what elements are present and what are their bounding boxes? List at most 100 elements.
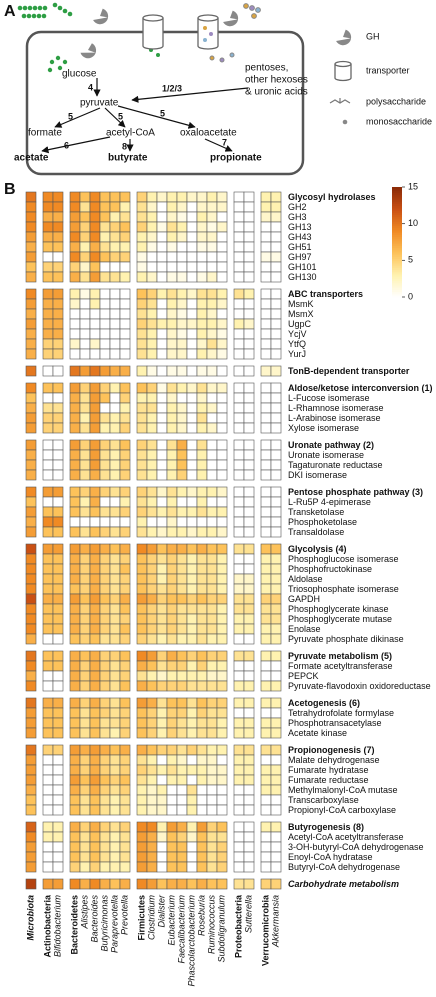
- heat-cell: [25, 449, 37, 461]
- row-group-label: Acetogenesis (6): [288, 698, 360, 708]
- heat-cell: [186, 231, 198, 243]
- heat-cell: [69, 804, 81, 816]
- heat-cell: [42, 496, 54, 508]
- heat-cell: [69, 583, 81, 595]
- heat-cell: [206, 221, 218, 233]
- heat-cell: [109, 764, 121, 776]
- heat-cell: [25, 754, 37, 766]
- heat-cell: [176, 784, 188, 796]
- heat-cell: [79, 261, 91, 273]
- heat-cell: [136, 707, 148, 719]
- heat-cell: [25, 670, 37, 682]
- heat-cell: [136, 841, 148, 853]
- heat-cell: [206, 348, 218, 360]
- heat-cell: [216, 660, 228, 672]
- heat-cell: [146, 348, 158, 360]
- heat-cell: [146, 603, 158, 615]
- heat-cell: [119, 261, 131, 273]
- heat-cell: [243, 288, 255, 300]
- heat-cell: [136, 851, 148, 863]
- colorbar-segment: [392, 209, 402, 212]
- heat-cell: [69, 516, 81, 528]
- row-label: GH2: [288, 202, 307, 212]
- heat-cell: [186, 623, 198, 635]
- heat-cell: [166, 727, 178, 739]
- heat-cell: [25, 821, 37, 833]
- heat-cell: [146, 878, 158, 890]
- heat-cell: [42, 422, 54, 434]
- heat-cell: [52, 271, 64, 283]
- heat-cell: [206, 328, 218, 340]
- colorbar-segment: [392, 251, 402, 254]
- heat-cell: [52, 670, 64, 682]
- heat-cell: [243, 261, 255, 273]
- heat-cell: [156, 516, 168, 528]
- heat-cell: [216, 804, 228, 816]
- heat-cell: [270, 191, 282, 203]
- heat-cell: [25, 348, 37, 360]
- heat-cell: [233, 261, 245, 273]
- heat-cell: [243, 338, 255, 350]
- colorbar-segment: [392, 258, 402, 261]
- heat-cell: [216, 261, 228, 273]
- column-label: Dialister: [156, 894, 166, 928]
- heat-cell: [270, 774, 282, 786]
- row-group-label: ABC transporters: [288, 289, 363, 299]
- heat-cell: [146, 449, 158, 461]
- heat-cell: [136, 382, 148, 394]
- heat-cell: [206, 633, 218, 645]
- step-label: 8: [122, 141, 127, 151]
- row-label: Formate acetyltransferase: [288, 661, 393, 671]
- heat-cell: [156, 221, 168, 233]
- heat-cell: [243, 449, 255, 461]
- heat-cell: [243, 633, 255, 645]
- heat-cell: [216, 201, 228, 213]
- heat-cell: [146, 506, 158, 518]
- heat-cell: [196, 707, 208, 719]
- heat-cell: [156, 402, 168, 414]
- heat-cell: [89, 697, 101, 709]
- heat-cell: [206, 821, 218, 833]
- heat-cell: [206, 191, 218, 203]
- heat-cell: [176, 201, 188, 213]
- heat-cell: [69, 251, 81, 263]
- heat-cell: [99, 392, 111, 404]
- heat-cell: [25, 583, 37, 595]
- heat-cell: [136, 422, 148, 434]
- heat-cell: [69, 392, 81, 404]
- heat-cell: [233, 841, 245, 853]
- colorbar-segment: [392, 265, 402, 269]
- heat-cell: [216, 764, 228, 776]
- heat-cell: [233, 727, 245, 739]
- step-label: 6: [64, 140, 69, 150]
- heat-cell: [260, 774, 272, 786]
- heat-cell: [260, 851, 272, 863]
- heat-cell: [176, 402, 188, 414]
- heat-cell: [89, 593, 101, 605]
- heat-cell: [243, 382, 255, 394]
- heat-cell: [206, 201, 218, 213]
- heat-cell: [186, 469, 198, 481]
- heat-cell: [216, 794, 228, 806]
- heat-cell: [216, 563, 228, 575]
- heat-cell: [233, 613, 245, 625]
- heat-cell: [89, 784, 101, 796]
- heat-cell: [119, 754, 131, 766]
- heat-cell: [196, 506, 208, 518]
- colorbar-tick-label: 15: [408, 181, 418, 191]
- heat-cell: [52, 744, 64, 756]
- heat-cell: [79, 288, 91, 300]
- heat-cell: [196, 623, 208, 635]
- heat-cell: [233, 573, 245, 585]
- heat-cell: [79, 573, 91, 585]
- heat-cell: [99, 603, 111, 615]
- heat-cell: [119, 650, 131, 662]
- heat-cell: [166, 365, 178, 377]
- heat-cell: [89, 633, 101, 645]
- heat-cell: [243, 251, 255, 263]
- heat-cell: [25, 623, 37, 635]
- heat-cell: [99, 449, 111, 461]
- heat-cell: [136, 221, 148, 233]
- heat-cell: [186, 261, 198, 273]
- heat-cell: [52, 851, 64, 863]
